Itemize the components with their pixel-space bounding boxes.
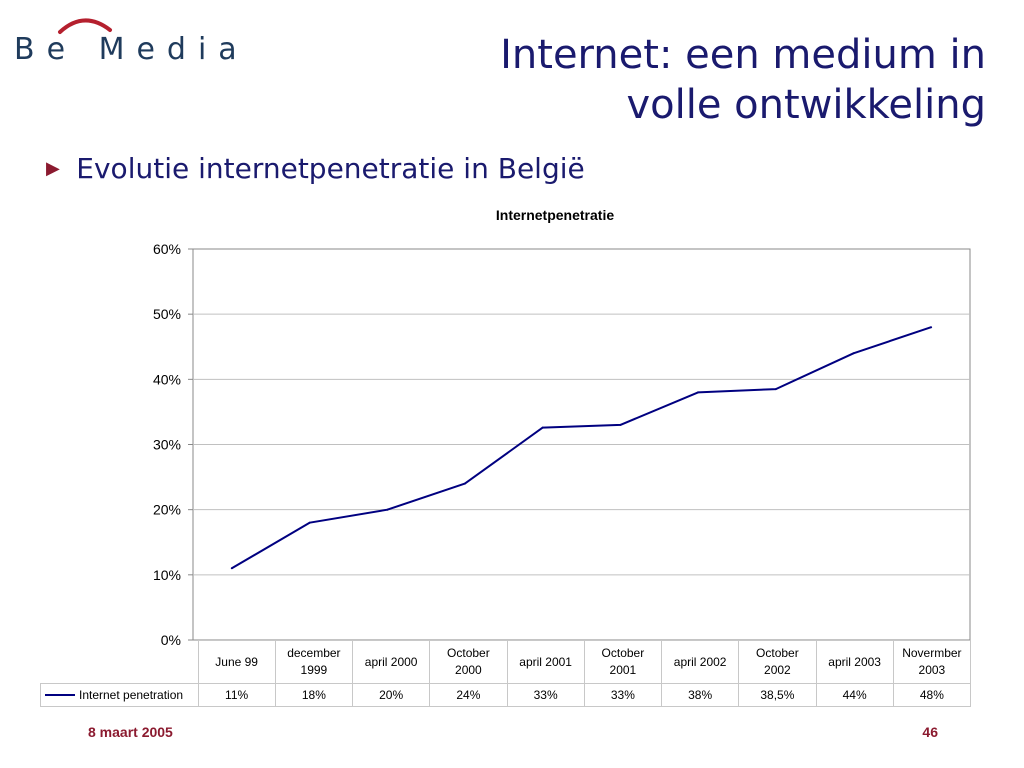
data-point [230, 567, 233, 570]
logo-arc-icon [58, 18, 112, 34]
y-tick-label: 20% [153, 502, 181, 518]
bullet-item: ▶ Evolutie internetpenetratie in België [46, 152, 585, 192]
chart-data-table: June 99 december 1999 april 2000 October 20… [40, 640, 972, 707]
data-value-label: 11% [197, 683, 276, 707]
legend-label: Internet penetration [79, 687, 184, 702]
x-category-label: april 2000 [351, 640, 431, 684]
y-tick-label: 0% [161, 632, 181, 648]
values-row: Internet penetration 11% 18% 20% 24% 33% 33% 38… [40, 683, 972, 707]
slide-title-line-1: Internet: een medium in [500, 32, 986, 78]
slide-title: Internet: een medium in volle ontwikkeli… [346, 30, 986, 130]
data-value-label: 48% [892, 683, 972, 707]
data-point [541, 426, 544, 429]
data-point [619, 423, 622, 426]
y-tick-label: 50% [153, 306, 181, 322]
data-value-label: 44% [815, 683, 894, 707]
data-value-label: 20% [351, 683, 431, 707]
data-value-label: 33% [506, 683, 585, 707]
series-line-internet-penetration [231, 326, 932, 570]
data-point [697, 391, 699, 394]
x-category-label: april 2001 [506, 640, 585, 684]
footer-date: 8 maart 2005 [88, 724, 173, 740]
data-value-label: 38% [660, 683, 740, 707]
logo-text: Be Media [14, 32, 249, 67]
x-category-label: december 1999 [274, 640, 354, 684]
page-number: 46 [922, 724, 938, 740]
data-point [386, 508, 389, 511]
slide-title-line-2: volle ontwikkeling [626, 82, 986, 128]
y-tick-label: 10% [153, 567, 181, 583]
data-value-label: 18% [274, 683, 354, 707]
x-category-label: april 2002 [660, 640, 740, 684]
x-category-label: Novermber 2003 [892, 640, 972, 684]
data-value-label: 33% [583, 683, 663, 707]
y-tick-label: 30% [153, 437, 181, 453]
data-point [463, 482, 466, 485]
data-point [930, 326, 933, 329]
legend-entry: Internet penetration [40, 683, 199, 707]
bullet-text: Evolutie internetpenetratie in België [76, 152, 585, 185]
y-tick-label: 60% [153, 241, 181, 257]
be-media-logo: Be Media [14, 14, 244, 70]
x-category-label: October 2001 [583, 640, 663, 684]
data-point [852, 352, 855, 355]
x-category-label: april 2003 [815, 640, 894, 684]
x-category-label: October 2000 [429, 640, 508, 684]
triangle-bullet-icon: ▶ [46, 158, 60, 178]
y-tick-label: 40% [153, 371, 181, 387]
data-value-label: 24% [429, 683, 508, 707]
x-category-label: June 99 [197, 640, 276, 684]
data-value-label: 38,5% [738, 683, 817, 707]
x-category-label: October 2002 [738, 640, 817, 684]
legend-line-icon [45, 694, 75, 697]
data-point [308, 521, 311, 524]
category-header-row: June 99 december 1999 april 2000 October 20… [41, 640, 972, 684]
chart-title: Internetpenetratie [495, 207, 615, 223]
table-corner [41, 641, 199, 684]
data-point [774, 388, 777, 391]
